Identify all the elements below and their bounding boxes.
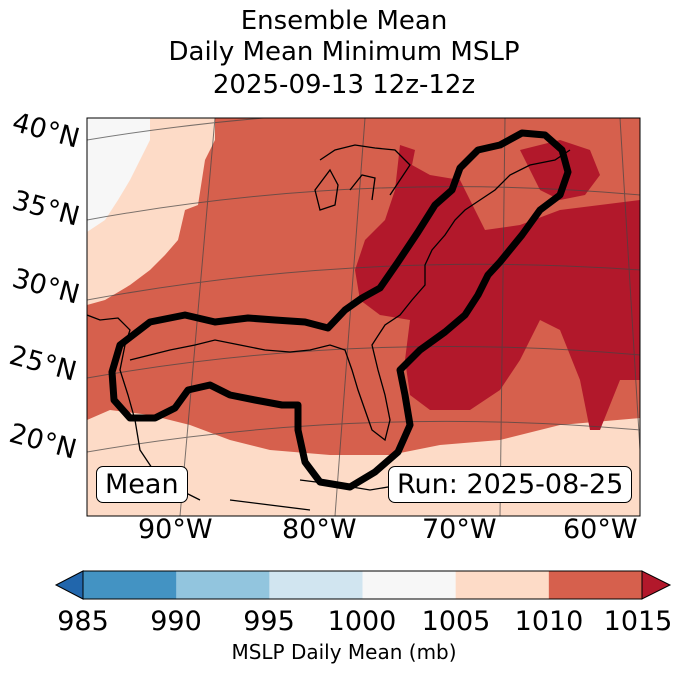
title-line-3: 2025-09-13 12z-12z [212,70,476,100]
lon-label-60: 60°W [563,514,638,545]
colorbar-tick-1005: 1005 [421,606,491,637]
fill-over-1015-ne [520,140,600,200]
colorbar-frame [82,570,643,600]
colorbar-cell-1005 [455,571,550,599]
colorbar-tick-1010: 1010 [514,606,584,637]
map-frame [86,117,641,517]
colorbar-over-arrow [641,570,672,600]
colorbar-under-arrow [54,570,84,600]
lon-label-80: 80°W [282,514,357,545]
colorbar-cell-995 [269,571,363,599]
lon-label-70: 70°W [422,514,497,545]
title-line-1: Ensemble Mean [240,6,448,36]
colorbar-tick-985: 985 [57,606,109,637]
colorbar-tick-990: 990 [150,606,202,637]
colorbar-tick-1000: 1000 [327,606,397,637]
pressure-field [87,118,640,516]
coastlines [87,144,571,511]
mean-label-box: Mean [96,466,188,503]
graticule [87,118,640,516]
colorbar-tick-995: 995 [243,606,295,637]
colorbar-cell-1010 [548,571,643,599]
title-line-2: Daily Mean Minimum MSLP [168,37,520,67]
run-date-box: Run: 2025-08-25 [388,466,633,503]
colorbar-cell-1000 [362,571,457,599]
colorbar [54,570,672,600]
fill-1000-1005 [87,118,150,232]
lon-label-90: 90°W [138,514,213,545]
colorbar-cell-990 [176,571,270,599]
ensemble-outline [108,129,572,491]
colorbar-label: MSLP Daily Mean (mb) [231,640,457,664]
colorbar-cell-985 [83,571,177,599]
colorbar-tick-1015: 1015 [603,606,673,637]
